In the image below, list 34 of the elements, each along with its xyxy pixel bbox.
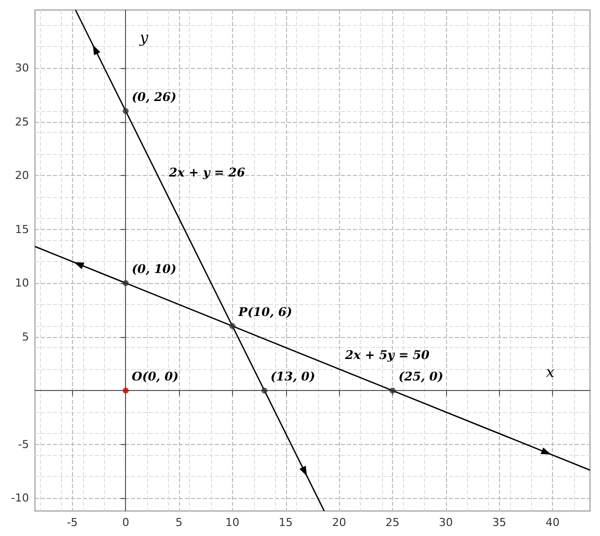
point xyxy=(229,323,236,330)
x-tick-label: 30 xyxy=(438,516,453,529)
annotation: (0, 26) xyxy=(132,90,176,104)
y-tick-label: 5 xyxy=(22,330,29,344)
annotation: (13, 0) xyxy=(270,370,316,384)
x-tick-label: 10 xyxy=(225,516,240,529)
point xyxy=(390,388,396,394)
x-tick-label: 5 xyxy=(176,516,183,529)
point xyxy=(122,108,129,114)
x-tick-label: 20 xyxy=(332,516,346,529)
y-tick-label: 10 xyxy=(14,276,29,290)
x-axis-title: x xyxy=(546,363,555,382)
point xyxy=(122,388,129,394)
x-tick-label: 35 xyxy=(492,516,506,529)
y-tick-label: -5 xyxy=(18,438,29,451)
y-tick-label: 30 xyxy=(14,62,29,75)
annotation: (25, 0) xyxy=(398,370,444,384)
y-tick-label: 15 xyxy=(14,222,29,236)
annotation: P(10, 6) xyxy=(237,305,292,320)
x-tick-label: 15 xyxy=(278,516,293,529)
annotation: 2x + y = 26 xyxy=(168,165,246,180)
annotation: O(0, 0) xyxy=(132,370,179,384)
y-tick-label: 25 xyxy=(14,115,29,128)
x-tick-label: 25 xyxy=(386,516,400,529)
annotation: 2x + 5y = 50 xyxy=(344,348,430,362)
point xyxy=(261,388,268,394)
x-tick-label: 40 xyxy=(546,516,560,529)
annotation: (0, 10) xyxy=(132,262,176,276)
x-tick-label: -5 xyxy=(66,516,78,529)
y-tick-label: 20 xyxy=(14,169,29,182)
y-axis-title: y xyxy=(138,28,149,46)
point xyxy=(122,280,129,286)
y-tick-label: -10 xyxy=(11,492,29,505)
x-tick-label: 0 xyxy=(122,516,130,529)
